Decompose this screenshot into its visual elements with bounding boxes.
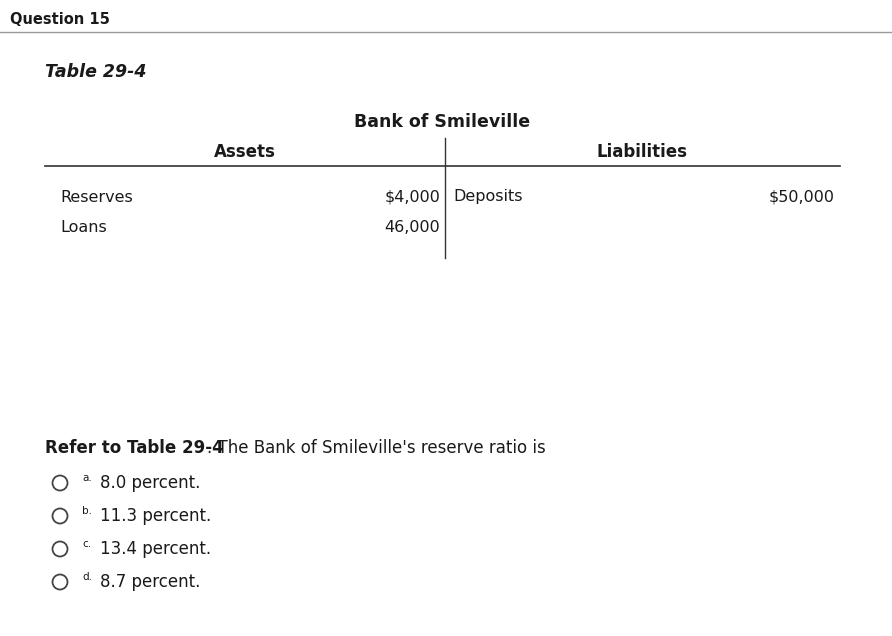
Text: $50,000: $50,000 [769, 190, 835, 205]
Text: Bank of Smileville: Bank of Smileville [354, 113, 531, 131]
Text: 8.0 percent.: 8.0 percent. [100, 474, 201, 492]
Text: Liabilities: Liabilities [597, 143, 688, 161]
Text: Reserves: Reserves [60, 190, 133, 205]
Text: Question 15: Question 15 [10, 13, 110, 27]
Text: 46,000: 46,000 [384, 221, 440, 235]
Text: 11.3 percent.: 11.3 percent. [100, 507, 211, 525]
Text: Loans: Loans [60, 221, 107, 235]
Text: Assets: Assets [214, 143, 276, 161]
Text: Table 29-4: Table 29-4 [45, 63, 146, 81]
Text: $4,000: $4,000 [384, 190, 440, 205]
Text: Refer to Table 29-4: Refer to Table 29-4 [45, 439, 224, 457]
Text: d.: d. [82, 572, 92, 582]
Text: b.: b. [82, 506, 92, 516]
Text: 8.7 percent.: 8.7 percent. [100, 573, 201, 591]
Text: Deposits: Deposits [453, 190, 523, 205]
Text: . The Bank of Smileville's reserve ratio is: . The Bank of Smileville's reserve ratio… [207, 439, 546, 457]
Text: 13.4 percent.: 13.4 percent. [100, 540, 211, 558]
Text: c.: c. [82, 539, 91, 549]
Text: a.: a. [82, 473, 92, 483]
